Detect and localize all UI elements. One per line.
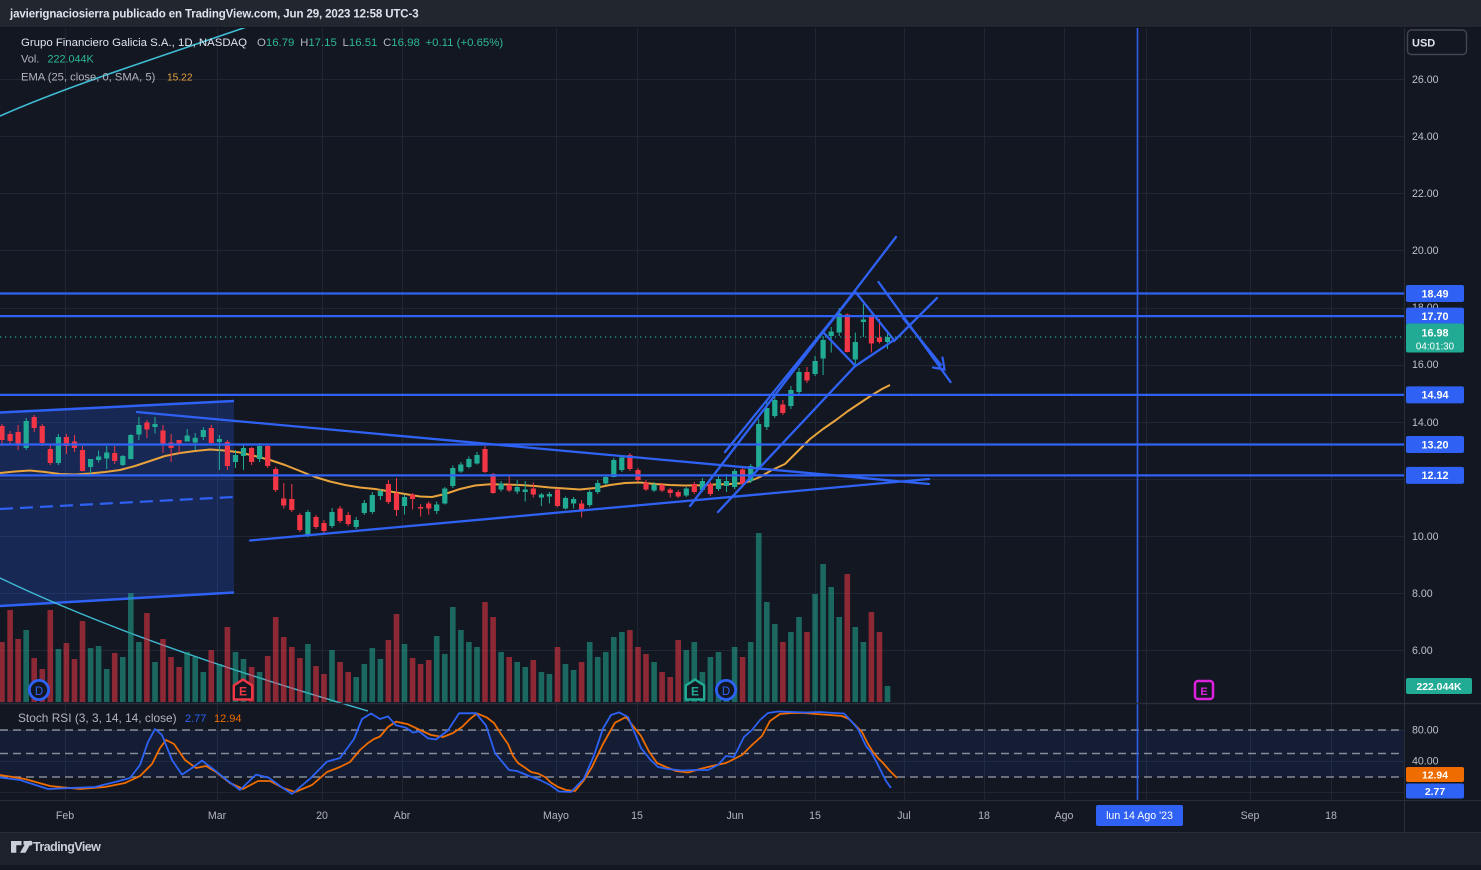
svg-text:15: 15 <box>631 810 643 822</box>
svg-text:14.00: 14.00 <box>1412 417 1439 429</box>
svg-text:Sep: Sep <box>1241 810 1260 822</box>
svg-text:Ago: Ago <box>1055 810 1074 822</box>
svg-text:24.00: 24.00 <box>1412 131 1439 143</box>
svg-text:O16.79 H17.15 L16.51 C16.98 +0: O16.79 H17.15 L16.51 C16.98 +0.11 (+0.65… <box>257 37 503 49</box>
svg-text:18: 18 <box>978 810 990 822</box>
svg-text:12.94: 12.94 <box>214 713 242 725</box>
svg-text:Mayo: Mayo <box>543 810 569 822</box>
svg-text:14.94: 14.94 <box>1421 390 1448 402</box>
svg-text:Stoch RSI (3, 3, 14, 14, close: Stoch RSI (3, 3, 14, 14, close) <box>18 711 177 725</box>
svg-text:12.12: 12.12 <box>1421 470 1448 482</box>
svg-text:E: E <box>691 685 699 699</box>
svg-text:15: 15 <box>809 810 821 822</box>
svg-text:16.00: 16.00 <box>1412 359 1439 371</box>
svg-text:40.00: 40.00 <box>1412 756 1439 768</box>
svg-text:TradingView: TradingView <box>33 840 101 854</box>
svg-text:Jun: Jun <box>726 810 743 822</box>
svg-text:80.00: 80.00 <box>1412 725 1439 737</box>
svg-text:22.00: 22.00 <box>1412 188 1439 200</box>
svg-text:Mar: Mar <box>208 810 227 822</box>
svg-text:20: 20 <box>316 810 328 822</box>
svg-text:EMA (25, close, 0, SMA, 5): EMA (25, close, 0, SMA, 5) <box>21 72 156 84</box>
svg-text:15.22: 15.22 <box>167 73 193 84</box>
svg-text:E: E <box>1200 686 1207 698</box>
svg-text:10.00: 10.00 <box>1412 531 1439 543</box>
svg-text:8.00: 8.00 <box>1412 588 1433 600</box>
svg-text:E: E <box>239 685 247 699</box>
svg-text:18: 18 <box>1325 810 1337 822</box>
svg-text:Abr: Abr <box>394 810 411 822</box>
svg-text:javierignaciosierra publicado: javierignaciosierra publicado en Trading… <box>9 9 418 21</box>
svg-text:USD: USD <box>1412 38 1435 50</box>
svg-text:6.00: 6.00 <box>1412 645 1433 657</box>
svg-text:17.70: 17.70 <box>1421 311 1448 323</box>
svg-text:Vol.: Vol. <box>21 54 39 66</box>
svg-text:16.98: 16.98 <box>1421 328 1448 340</box>
svg-text:222.044K: 222.044K <box>1416 682 1462 693</box>
svg-text:04:01:30: 04:01:30 <box>1416 342 1455 353</box>
svg-text:Jul: Jul <box>897 810 911 822</box>
svg-text:13.20: 13.20 <box>1421 439 1448 451</box>
svg-text:D: D <box>35 686 43 698</box>
svg-text:Grupo Financiero Galicia S.A.,: Grupo Financiero Galicia S.A., 1D, NASDA… <box>21 37 247 49</box>
svg-text:222.044K: 222.044K <box>48 54 95 66</box>
svg-text:Feb: Feb <box>56 810 74 822</box>
svg-text:18.49: 18.49 <box>1421 288 1448 300</box>
svg-text:D: D <box>722 686 730 698</box>
svg-text:2.77: 2.77 <box>1425 787 1445 798</box>
svg-text:20.00: 20.00 <box>1412 245 1439 257</box>
svg-text:26.00: 26.00 <box>1412 74 1439 86</box>
svg-text:12.94: 12.94 <box>1422 770 1448 781</box>
svg-text:lun 14 Ago '23: lun 14 Ago '23 <box>1106 810 1173 822</box>
svg-text:2.77: 2.77 <box>185 713 206 725</box>
